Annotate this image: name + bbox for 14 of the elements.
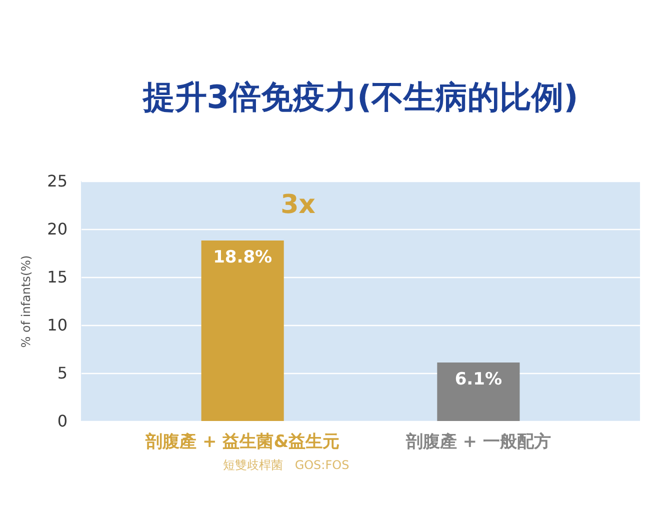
data-label: 6.1% — [454, 369, 502, 390]
y-tick-label: 10 — [47, 316, 68, 334]
y-tick-label: 5 — [57, 364, 68, 382]
chart-title: 提升3倍免疫力(不生病的比例) — [142, 78, 578, 116]
data-label: 18.8% — [213, 248, 272, 268]
y-tick-label: 25 — [47, 172, 68, 190]
y-axis-title: % of infants(%) — [19, 255, 34, 348]
x-tick-label: 剖腹產 + 一般配方 — [404, 432, 551, 452]
x-tick-label: 剖腹產 + 益生菌&益生元 — [144, 432, 340, 452]
y-tick-label: 15 — [47, 268, 68, 286]
y-tick-label: 0 — [57, 412, 68, 430]
text: 短雙歧桿菌 GOS:FOS — [222, 458, 350, 472]
annotation: 3x — [280, 190, 316, 220]
y-tick-label: 20 — [47, 220, 68, 238]
